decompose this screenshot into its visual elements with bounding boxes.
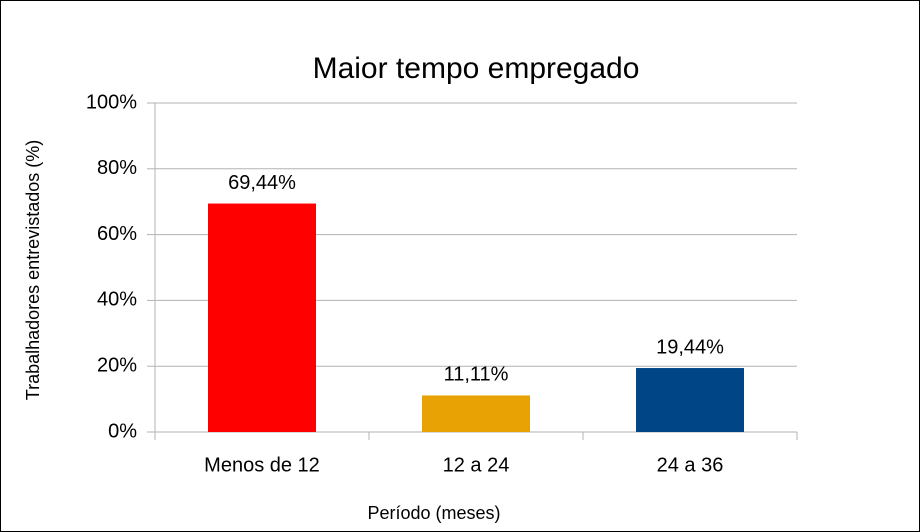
y-tick-label: 40% [97,289,137,311]
y-tick-label: 60% [97,223,137,245]
bar [636,368,744,432]
y-tick-label: 0% [108,420,137,442]
data-label: 11,11% [444,364,509,386]
y-tick-label: 20% [97,354,137,376]
data-label: 69,44% [228,172,296,194]
x-axis-label: Período (meses) [367,503,500,523]
y-tick-label: 80% [97,157,137,179]
chart-title: Maior tempo empregado [313,52,640,85]
bar [208,203,316,432]
data-label: 19,44% [656,336,724,358]
y-axis-label: Trabalhadores entrevistados (%) [23,140,43,400]
y-tick-label: 100% [86,91,137,113]
x-tick-label: 24 a 36 [657,454,724,476]
x-tick-label: 12 a 24 [443,454,510,476]
bar [422,395,530,432]
x-tick-label: Menos de 12 [204,454,320,476]
